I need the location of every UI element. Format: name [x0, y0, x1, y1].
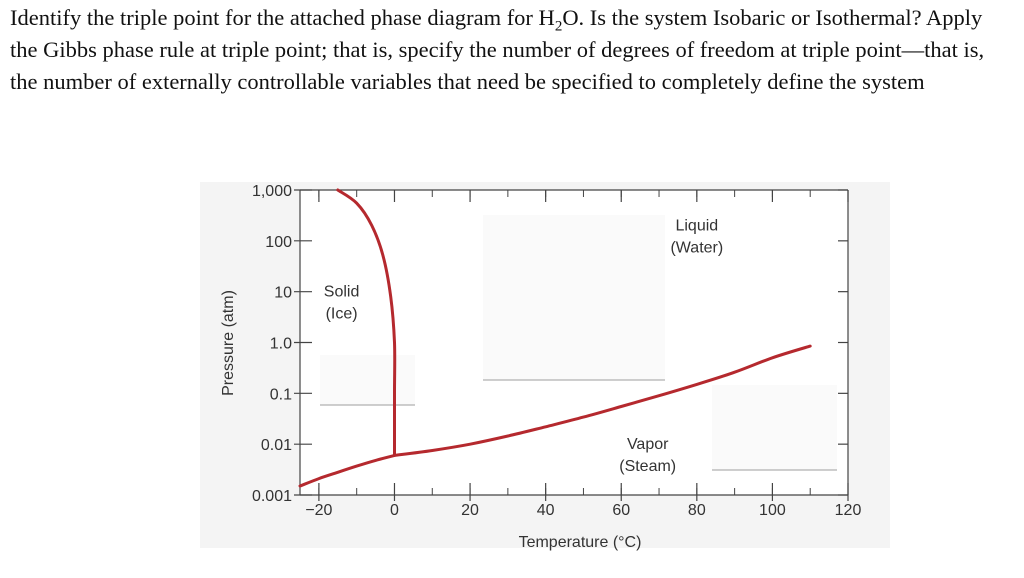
question-text: Identify the triple point for the attach…	[10, 2, 1015, 98]
subscript-2: 2	[554, 18, 563, 35]
x-axis-title: Temperature (°C)	[519, 534, 642, 551]
y-tick-label: 100	[265, 234, 292, 251]
question-part-2: O. Is the system Isobaric or Isothermal?…	[10, 5, 985, 94]
whitebox-1	[483, 215, 665, 380]
region-label: Liquid	[675, 218, 718, 235]
phase-boundary-line	[298, 453, 396, 488]
region-sublabel: (Steam)	[619, 458, 676, 475]
y-tick-label: 0.1	[270, 386, 292, 403]
x-tick-label: 20	[461, 502, 479, 519]
y-tick-label: 0.001	[252, 488, 292, 505]
phase-boundary-line	[393, 344, 812, 457]
region-labels: Solid (Ice) Liquid (Water) Vapor (Steam)	[324, 218, 723, 476]
region-sublabel: (Ice)	[326, 306, 358, 323]
x-tick-label: −20	[305, 502, 332, 519]
phase-boundaries	[298, 188, 812, 488]
x-tick-label: 0	[390, 502, 399, 519]
question-part-1: Identify the triple point for the attach…	[10, 5, 555, 30]
y-axis-title: Pressure (atm)	[220, 290, 237, 396]
phase-boundary-line	[336, 188, 397, 457]
x-tick-label: 40	[537, 502, 555, 519]
ticks	[294, 189, 849, 501]
x-tick-label: 120	[835, 502, 862, 519]
whitebox-3	[712, 385, 837, 470]
region-sublabel: (Water)	[670, 240, 723, 257]
x-tick-label: 60	[612, 502, 630, 519]
y-tick-label: 1,000	[252, 183, 292, 200]
y-tick-label: 10	[274, 285, 292, 302]
y-tick-label: 0.01	[261, 437, 292, 454]
x-tick-label: 80	[688, 502, 706, 519]
x-tick-label: 100	[759, 502, 786, 519]
region-label: Vapor	[627, 436, 669, 453]
x-tick-labels: −20 0 20 40 60 80 100 120	[305, 502, 861, 519]
region-label: Solid	[324, 284, 360, 301]
whitebox-2	[320, 355, 415, 405]
y-tick-label: 1.0	[270, 336, 292, 353]
y-tick-labels: 0.001 0.01 0.1 1.0 10 100 1,000	[252, 183, 292, 505]
